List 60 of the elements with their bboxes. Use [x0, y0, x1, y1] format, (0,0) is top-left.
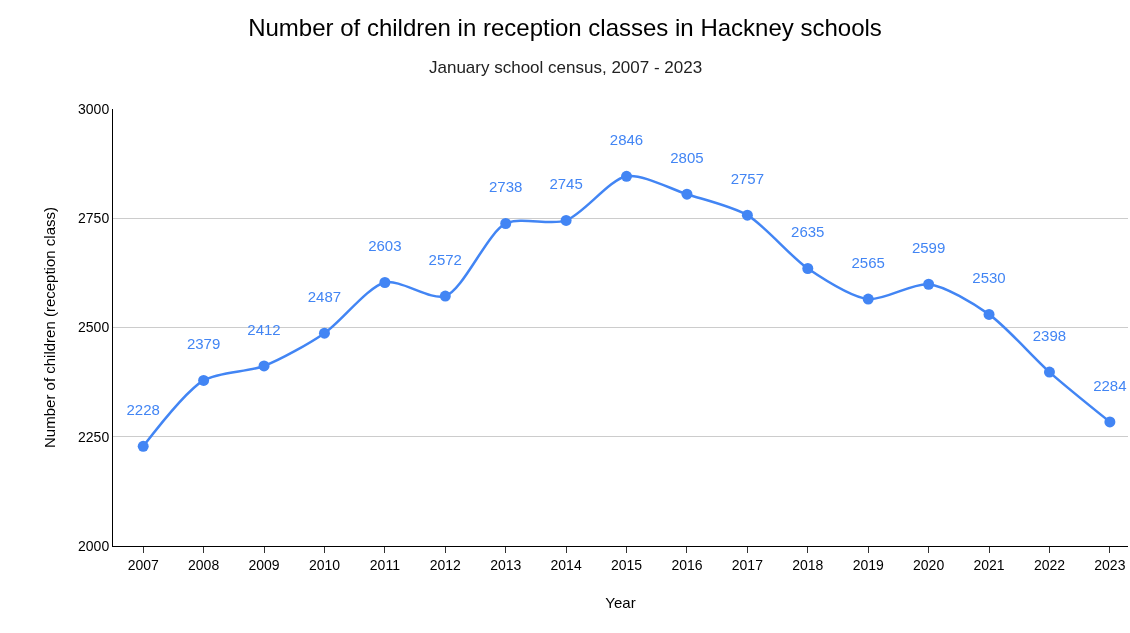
point	[923, 278, 935, 290]
data-label: 2572	[428, 250, 462, 268]
x-tick-label: 2013	[490, 556, 522, 573]
chart-title: Number of children in reception classes in Hackney schools	[248, 14, 882, 42]
point	[137, 440, 149, 452]
point	[500, 217, 512, 229]
point	[1104, 416, 1116, 428]
point	[198, 374, 210, 386]
y-tick-label: 2750	[78, 210, 110, 227]
point	[983, 308, 995, 320]
x-tick-label: 2018	[792, 556, 824, 573]
data-label: 2412	[247, 320, 281, 338]
data-label: 2805	[670, 149, 704, 167]
x-tick-label: 2022	[1033, 556, 1066, 573]
x-tick-label: 2020	[913, 556, 945, 573]
x-tick-label: 2021	[973, 556, 1005, 573]
data-label: 2530	[972, 269, 1006, 287]
point	[439, 290, 451, 302]
point	[560, 214, 572, 226]
data-label: 2745	[549, 175, 583, 193]
x-tick-label: 2019	[852, 556, 884, 573]
point	[741, 209, 753, 221]
x-tick-label: 2016	[671, 556, 703, 573]
x-tick-label: 2011	[369, 556, 401, 573]
chart-subtitle: January school census, 2007 - 2023	[429, 58, 703, 77]
x-tick-label: 2008	[188, 556, 220, 573]
x-tick-label: 2012	[429, 556, 462, 573]
data-label: 2228	[126, 401, 160, 419]
x-tick-label: 2015	[610, 556, 643, 573]
y-tick-label: 2250	[78, 428, 110, 445]
y-axis-title: Number of children (reception class)	[41, 207, 59, 448]
x-tick-label: 2017	[731, 556, 764, 573]
x-tick-label: 2007	[127, 556, 159, 573]
point	[621, 170, 633, 182]
data-label: 2635	[791, 223, 825, 241]
y-tick-label: 3000	[78, 100, 110, 117]
x-tick-label: 2010	[308, 556, 341, 573]
point	[802, 263, 814, 275]
x-axis-title: Year	[605, 593, 636, 611]
data-label: 2738	[489, 178, 523, 196]
data-label: 2565	[851, 253, 885, 271]
x-tick-label: 2009	[248, 556, 280, 573]
data-label: 2284	[1093, 376, 1127, 394]
data-label: 2599	[911, 239, 946, 257]
point	[862, 293, 874, 305]
data-label: 2487	[307, 288, 342, 306]
data-label: 2398	[1032, 326, 1067, 344]
data-label: 2757	[730, 170, 765, 188]
y-tick-label: 2000	[78, 537, 110, 554]
point	[681, 188, 693, 200]
point	[258, 360, 270, 372]
x-tick-label: 2014	[550, 556, 582, 573]
point	[379, 276, 391, 288]
data-label: 2603	[368, 237, 402, 255]
data-label: 2846	[609, 131, 644, 149]
x-tick-label: 2023	[1094, 556, 1126, 573]
data-label: 2379	[186, 335, 221, 353]
y-tick-label: 2500	[78, 319, 110, 336]
point	[318, 327, 330, 339]
point	[1043, 366, 1055, 378]
